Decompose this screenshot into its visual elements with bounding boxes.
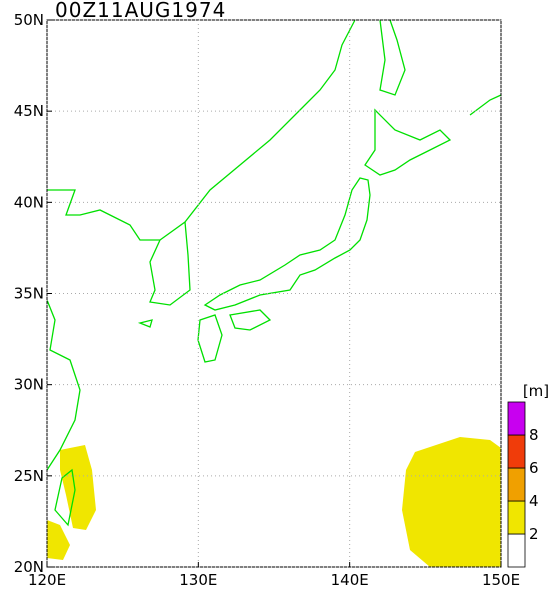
lat-tick-label: 20N [14, 558, 44, 576]
lat-tick-label: 25N [14, 467, 44, 485]
lat-tick-label: 50N [14, 11, 44, 29]
colorbar-label: 4 [529, 492, 539, 510]
colorbar-unit: [m] [523, 382, 549, 400]
lon-tick-label: 150E [482, 571, 520, 589]
colorbar-box [507, 434, 526, 469]
lat-tick-label: 40N [14, 193, 44, 211]
lat-tick-label: 45N [14, 102, 44, 120]
lon-tick-label: 130E [179, 571, 217, 589]
colorbar-label: 6 [529, 459, 539, 477]
coastlines [46, 19, 502, 527]
map-title: 00Z11AUG1974 [55, 0, 226, 22]
lat-tick-label: 30N [14, 376, 44, 394]
colorbar-box [507, 533, 526, 568]
colorbar-label: 8 [529, 426, 539, 444]
lon-tick-label: 120E [28, 571, 66, 589]
colorbar-label: 2 [529, 525, 539, 543]
lat-tick-label: 35N [14, 285, 44, 303]
lon-tick-label: 140E [331, 571, 369, 589]
colorbar-box [507, 401, 526, 436]
wave-field [47, 437, 501, 567]
colorbar-box [507, 500, 526, 535]
colorbar-box [507, 467, 526, 502]
